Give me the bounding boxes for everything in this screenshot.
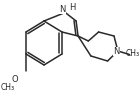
Text: N: N [59,5,65,14]
Text: CH₃: CH₃ [126,50,140,58]
Text: N: N [113,47,120,56]
Text: CH₃: CH₃ [0,83,14,92]
Text: H: H [69,3,75,12]
Text: O: O [11,76,18,84]
